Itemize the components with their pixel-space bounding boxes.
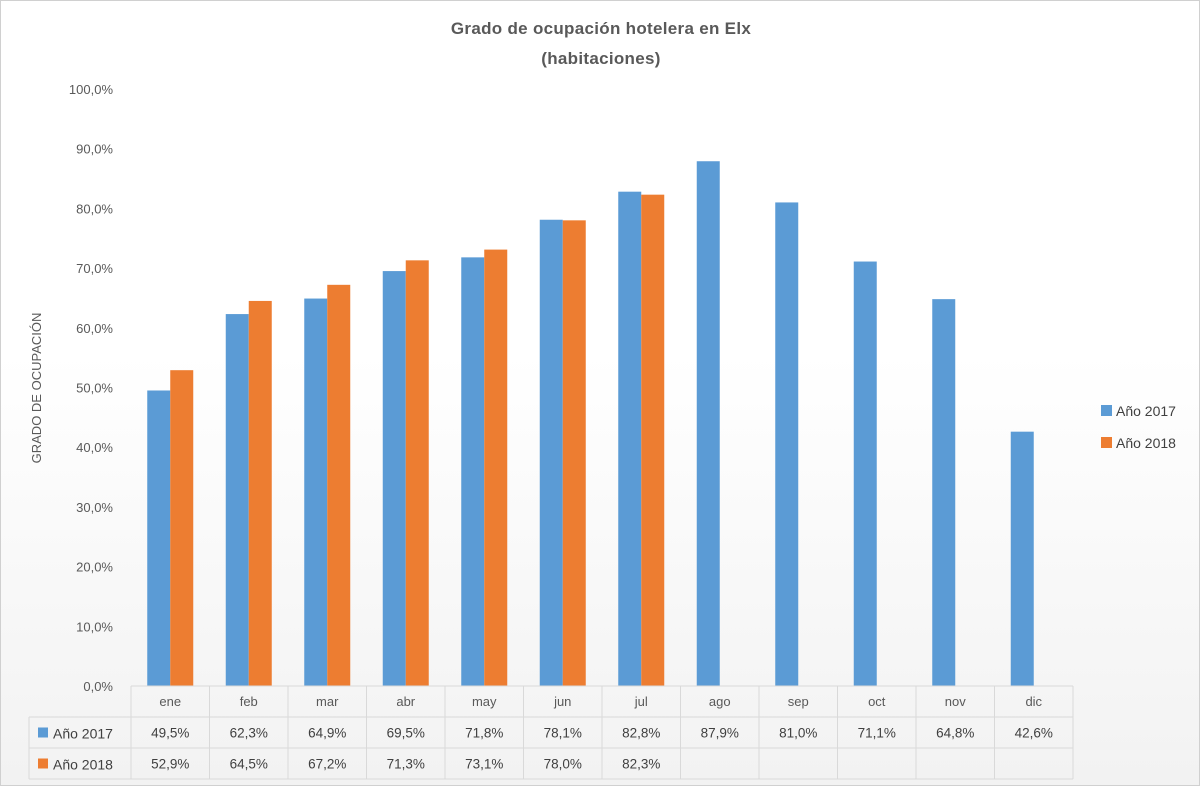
data-label: 64,8% — [936, 726, 974, 741]
data-label: 69,5% — [387, 726, 425, 741]
data-label: 64,9% — [308, 726, 346, 741]
x-tick-label: may — [472, 694, 497, 709]
bar-abr-1 — [382, 271, 406, 686]
bar-ene-1 — [147, 390, 171, 686]
data-label: 82,3% — [622, 757, 660, 772]
data-label: 49,5% — [151, 726, 189, 741]
bar-jul-1 — [618, 191, 642, 686]
x-tick-label: abr — [396, 694, 415, 709]
x-tick-label: feb — [240, 694, 258, 709]
legend: Año 2017 Año 2018 — [1101, 403, 1176, 451]
data-label: 81,0% — [779, 726, 817, 741]
y-tick-label: 10,0% — [76, 619, 113, 634]
bar-feb-2 — [248, 300, 272, 686]
bar-may-2 — [484, 249, 508, 686]
y-tick-label: 90,0% — [76, 142, 113, 157]
legend-entry: Año 2018 — [1116, 435, 1176, 451]
table-series-swatch — [38, 758, 48, 769]
x-tick-label: dic — [1025, 694, 1042, 709]
bar-jun-1 — [539, 219, 563, 687]
data-label: 71,3% — [387, 757, 425, 772]
x-tick-label: jun — [553, 694, 571, 709]
data-label: 71,1% — [858, 726, 896, 741]
bar-abr-2 — [405, 260, 429, 686]
bar-jun-2 — [562, 220, 586, 686]
x-tick-label: nov — [945, 694, 966, 709]
y-tick-label: 70,0% — [76, 261, 113, 276]
y-tick-label: 0,0% — [83, 679, 113, 694]
legend-swatch — [1101, 405, 1112, 416]
x-tick-label: ene — [159, 694, 181, 709]
x-tick-label: oct — [868, 694, 886, 709]
data-label: 52,9% — [151, 757, 189, 772]
data-label: 71,8% — [465, 726, 503, 741]
legend-entry: Año 2017 — [1116, 403, 1176, 419]
y-tick-label: 50,0% — [76, 381, 113, 396]
data-label: 42,6% — [1015, 726, 1053, 741]
chart-title: Grado de ocupación hotelera en Elx — [451, 19, 751, 38]
bar-oct-1 — [853, 261, 877, 686]
x-tick-label: sep — [788, 694, 809, 709]
bar-sep-1 — [775, 202, 799, 686]
data-label: 87,9% — [701, 726, 739, 741]
y-axis-ticks: 0,0% 10,0% 20,0% 30,0% 40,0% 50,0% 60,0% 70,0% 8… — [69, 82, 114, 694]
y-tick-label: 40,0% — [76, 440, 113, 455]
data-table: ene feb mar abr may jun jul ago sep oct nov dic Año … — [28, 685, 1074, 780]
y-tick-label: 100,0% — [69, 82, 114, 97]
x-tick-label: jul — [634, 694, 648, 709]
y-tick-label: 80,0% — [76, 201, 113, 216]
bar-nov-1 — [932, 299, 956, 686]
legend-swatch — [1101, 437, 1112, 448]
x-tick-label: mar — [316, 694, 339, 709]
chart-subtitle: (habitaciones) — [541, 49, 660, 68]
bar-mar-1 — [304, 298, 328, 686]
bar-may-1 — [461, 257, 485, 686]
table-series-name: Año 2018 — [53, 757, 113, 773]
data-label: 73,1% — [465, 757, 503, 772]
bar-dic-1 — [1010, 431, 1034, 686]
y-tick-label: 20,0% — [76, 560, 113, 575]
data-label: 64,5% — [230, 757, 268, 772]
bar-feb-1 — [225, 314, 249, 686]
y-tick-label: 30,0% — [76, 500, 113, 515]
table-series-swatch — [38, 727, 48, 738]
data-label: 62,3% — [230, 726, 268, 741]
data-label: 82,8% — [622, 726, 660, 741]
data-label: 67,2% — [308, 757, 346, 772]
y-axis-title: GRADO DE OCUPACIÓN — [29, 313, 44, 464]
table-series-name: Año 2017 — [53, 726, 113, 742]
bar-ago-1 — [696, 161, 720, 686]
data-label: 78,0% — [544, 757, 582, 772]
data-label: 78,1% — [544, 726, 582, 741]
bar-mar-2 — [327, 284, 351, 686]
bar-jul-2 — [641, 194, 665, 686]
bars-group — [147, 161, 1034, 687]
x-tick-label: ago — [709, 694, 731, 709]
y-tick-label: 60,0% — [76, 321, 113, 336]
bar-ene-2 — [170, 370, 194, 686]
